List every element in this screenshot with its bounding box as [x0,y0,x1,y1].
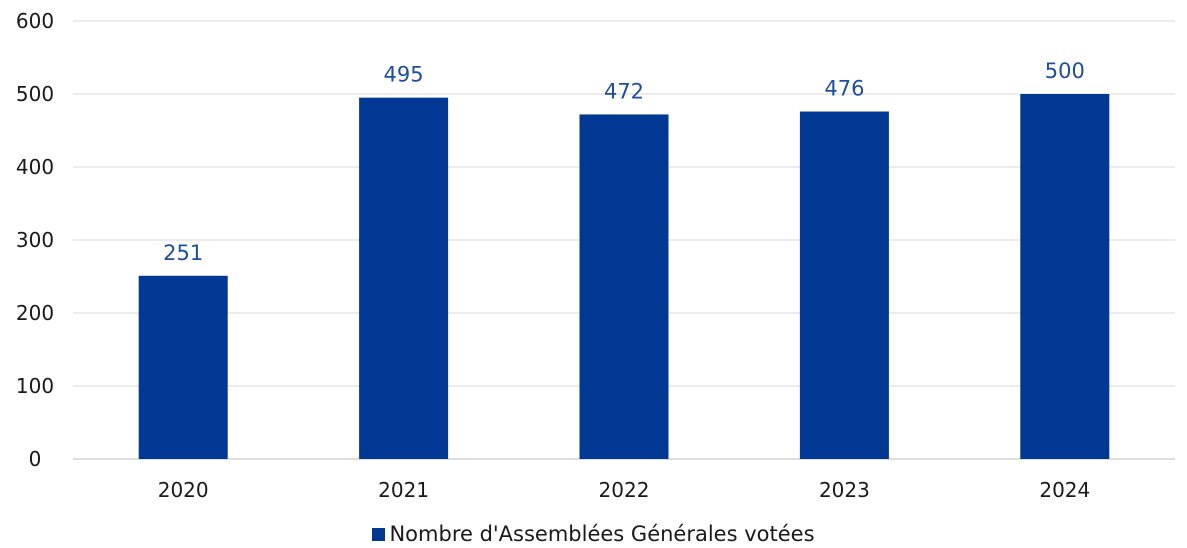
legend-label: Nombre d'Assemblées Générales votées [389,522,815,546]
x-tick-label: 2023 [819,478,870,502]
bar-value-label: 472 [604,79,644,103]
bar-value-label: 251 [163,241,203,265]
x-axis-ticks: 2020 2021 2022 2023 2024 [158,478,1091,502]
x-tick-label: 2022 [599,478,650,502]
y-tick-label: 600 [16,9,54,33]
bar-value-label: 500 [1045,59,1085,83]
bar [579,114,669,459]
y-tick-label: 400 [16,155,54,179]
bar-value-label: 476 [824,77,864,101]
y-tick-label: 100 [16,374,54,398]
y-tick-label: 500 [16,82,54,106]
bar [359,97,449,460]
bar [138,275,228,459]
y-tick-label: 200 [16,301,54,325]
x-tick-label: 2021 [378,478,429,502]
y-tick-label: 0 [29,447,42,471]
y-axis-ticks: 0 100 200 300 400 500 600 [16,9,54,471]
bar-value-label: 495 [384,63,424,87]
x-tick-label: 2024 [1039,478,1090,502]
data-labels: 251 495 472 476 500 [163,59,1085,265]
legend: Nombre d'Assemblées Générales votées [0,522,1187,546]
y-tick-label: 300 [16,228,54,252]
x-tick-label: 2020 [158,478,209,502]
legend-swatch [372,528,386,541]
bar [799,111,889,460]
bars [138,94,1110,460]
bar [1020,94,1110,459]
